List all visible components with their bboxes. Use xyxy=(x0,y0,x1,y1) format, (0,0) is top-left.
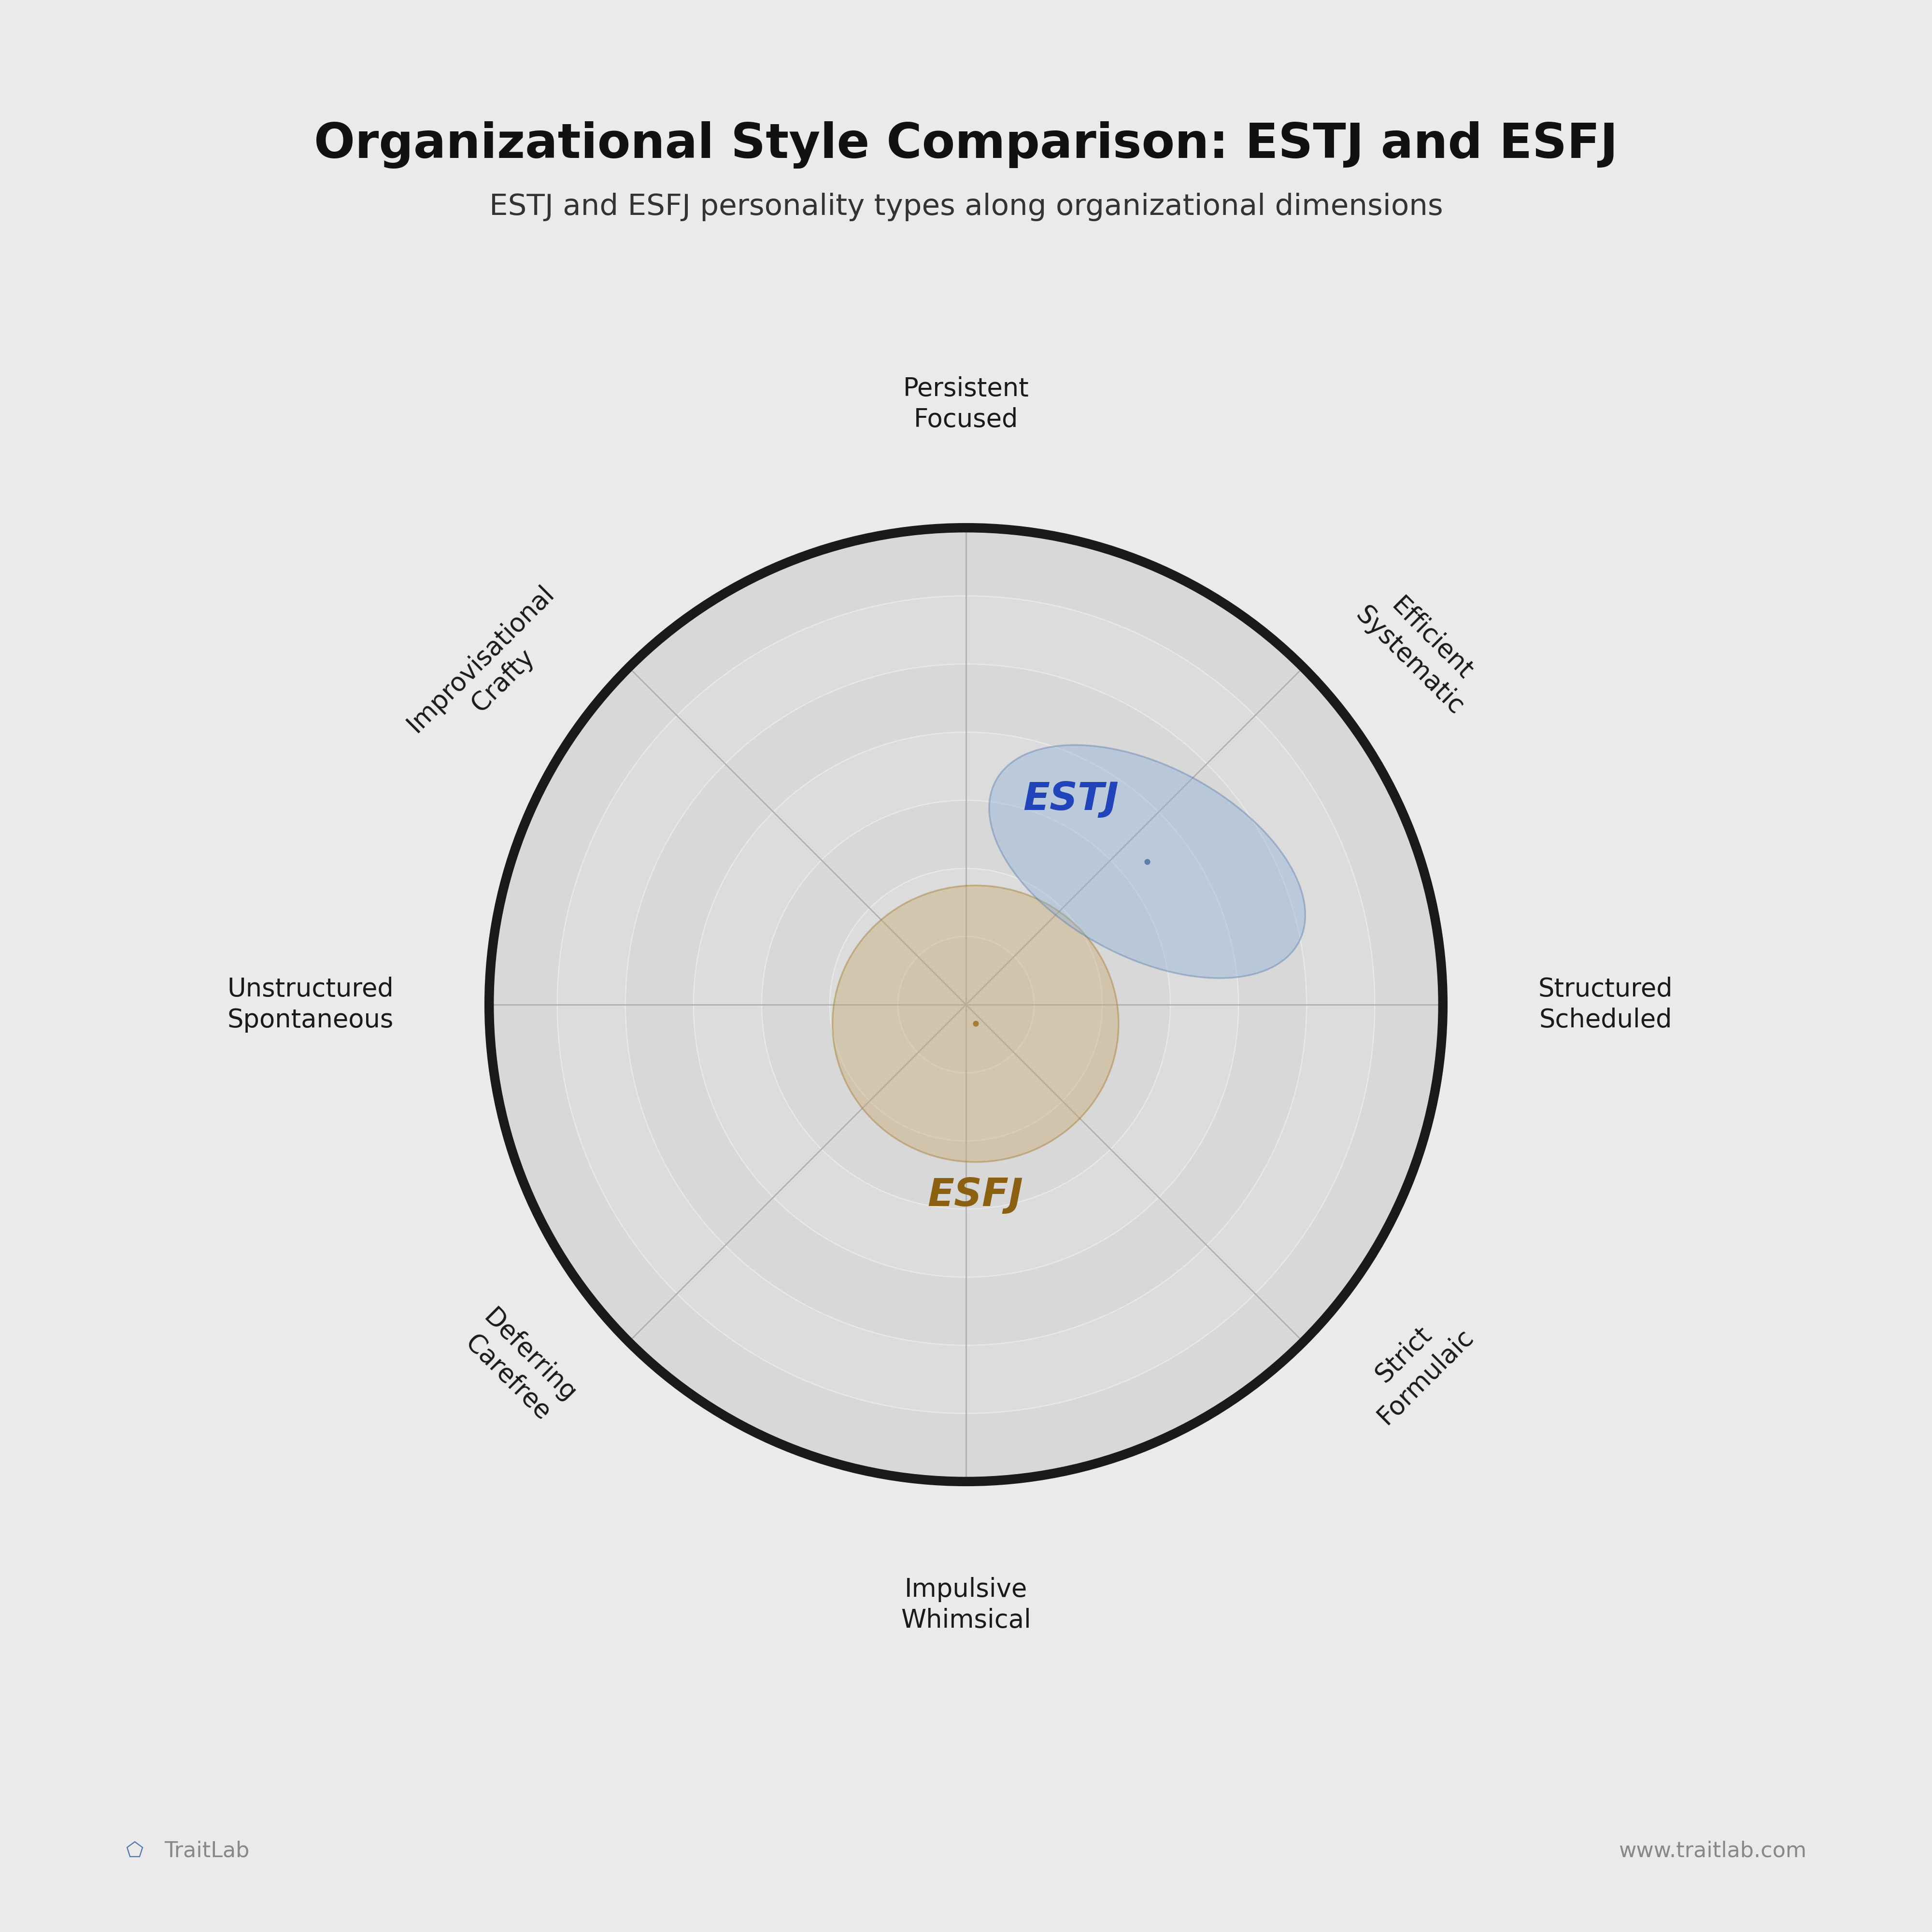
Ellipse shape xyxy=(833,885,1119,1161)
Circle shape xyxy=(489,527,1443,1482)
Text: Deferring
Carefree: Deferring Carefree xyxy=(456,1304,582,1430)
Circle shape xyxy=(556,595,1376,1414)
Text: Persistent
Focused: Persistent Focused xyxy=(902,377,1030,433)
Circle shape xyxy=(898,937,1034,1072)
Point xyxy=(960,1009,991,1039)
Circle shape xyxy=(626,665,1306,1345)
Circle shape xyxy=(694,732,1238,1277)
Circle shape xyxy=(761,800,1171,1209)
Text: Efficient
Systematic: Efficient Systematic xyxy=(1350,580,1492,721)
Point xyxy=(1132,846,1163,877)
Text: TraitLab: TraitLab xyxy=(164,1841,249,1861)
Text: Impulsive
Whimsical: Impulsive Whimsical xyxy=(900,1577,1032,1633)
Text: www.traitlab.com: www.traitlab.com xyxy=(1619,1841,1806,1861)
Circle shape xyxy=(489,527,1443,1482)
Text: Improvisational
Crafty: Improvisational Crafty xyxy=(402,580,582,759)
Text: ESTJ and ESFJ personality types along organizational dimensions: ESTJ and ESFJ personality types along or… xyxy=(489,193,1443,220)
Text: ESTJ: ESTJ xyxy=(1024,781,1119,819)
Text: Structured
Scheduled: Structured Scheduled xyxy=(1538,976,1673,1034)
Text: Organizational Style Comparison: ESTJ and ESFJ: Organizational Style Comparison: ESTJ an… xyxy=(315,122,1617,168)
Text: ESFJ: ESFJ xyxy=(927,1177,1024,1213)
Text: Strict
Formulaic: Strict Formulaic xyxy=(1350,1302,1478,1430)
Text: ⬠: ⬠ xyxy=(126,1841,143,1861)
Circle shape xyxy=(829,867,1103,1142)
Text: Unstructured
Spontaneous: Unstructured Spontaneous xyxy=(228,976,394,1034)
Ellipse shape xyxy=(989,746,1306,978)
